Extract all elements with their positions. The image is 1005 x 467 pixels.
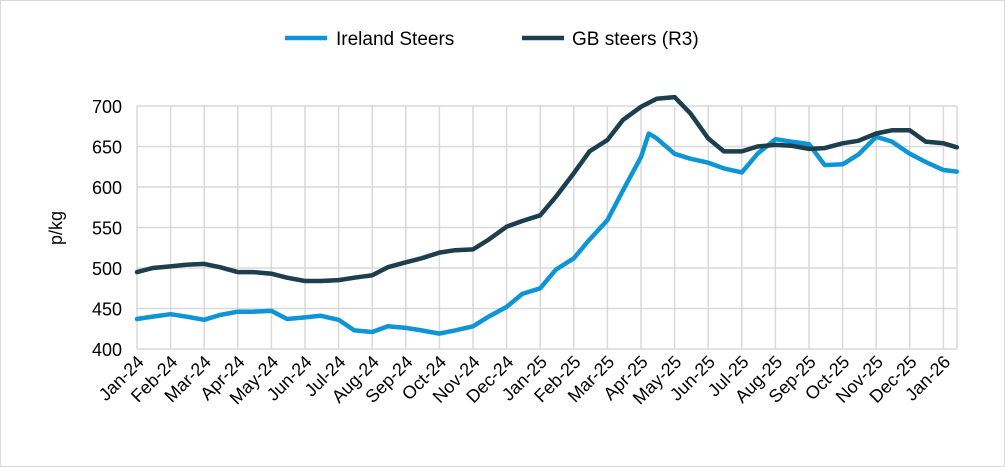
y-tick-label: 500 bbox=[92, 259, 122, 279]
series-line-gb-steers bbox=[134, 94, 960, 284]
y-tick-label: 650 bbox=[92, 138, 122, 158]
legend-label-gb-steers: GB steers (R3) bbox=[572, 29, 699, 50]
y-tick-label: 550 bbox=[92, 219, 122, 239]
legend: Ireland Steers GB steers (R3) bbox=[285, 29, 699, 50]
y-tick-label: 700 bbox=[92, 97, 122, 117]
y-tick-label: 400 bbox=[92, 340, 122, 360]
y-tick-label: 450 bbox=[92, 300, 122, 320]
y-tick-label: 600 bbox=[92, 178, 122, 198]
series-lines bbox=[134, 94, 960, 336]
series-line-ireland-steers bbox=[134, 131, 960, 336]
legend-label-ireland-steers: Ireland Steers bbox=[336, 29, 454, 50]
y-axis-label: p/kg bbox=[46, 211, 66, 245]
y-axis: 400 450 500 550 600 650 700 bbox=[92, 97, 122, 360]
